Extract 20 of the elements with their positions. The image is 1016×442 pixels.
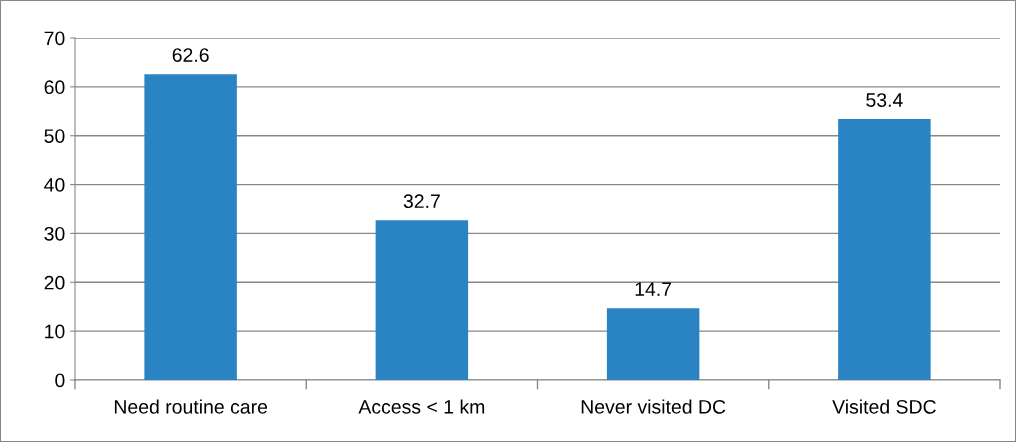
x-tick-label: Access < 1 km bbox=[358, 399, 485, 414]
x-tick-label: Never visited DC bbox=[581, 399, 726, 414]
y-tick-label: 40 bbox=[44, 178, 65, 192]
y-tick-label: 0 bbox=[55, 373, 65, 388]
data-label: 32.7 bbox=[403, 194, 440, 209]
y-tick-label: 60 bbox=[44, 80, 65, 95]
data-label: 53.4 bbox=[866, 93, 903, 107]
data-label: 62.6 bbox=[172, 48, 209, 62]
y-tick-label: 30 bbox=[44, 226, 65, 241]
x-tick-label: Visited SDC bbox=[832, 399, 936, 414]
y-tick-label: 10 bbox=[45, 324, 65, 339]
bar bbox=[375, 220, 469, 380]
y-tick-label: 50 bbox=[44, 129, 65, 143]
y-tick-label: 20 bbox=[44, 275, 65, 290]
bar bbox=[838, 119, 931, 380]
bar bbox=[144, 74, 237, 380]
bar bbox=[606, 308, 700, 380]
data-label: 14.7 bbox=[635, 282, 672, 296]
x-tick-label: Need routine care bbox=[114, 399, 268, 414]
y-tick-label: 70 bbox=[44, 31, 65, 46]
